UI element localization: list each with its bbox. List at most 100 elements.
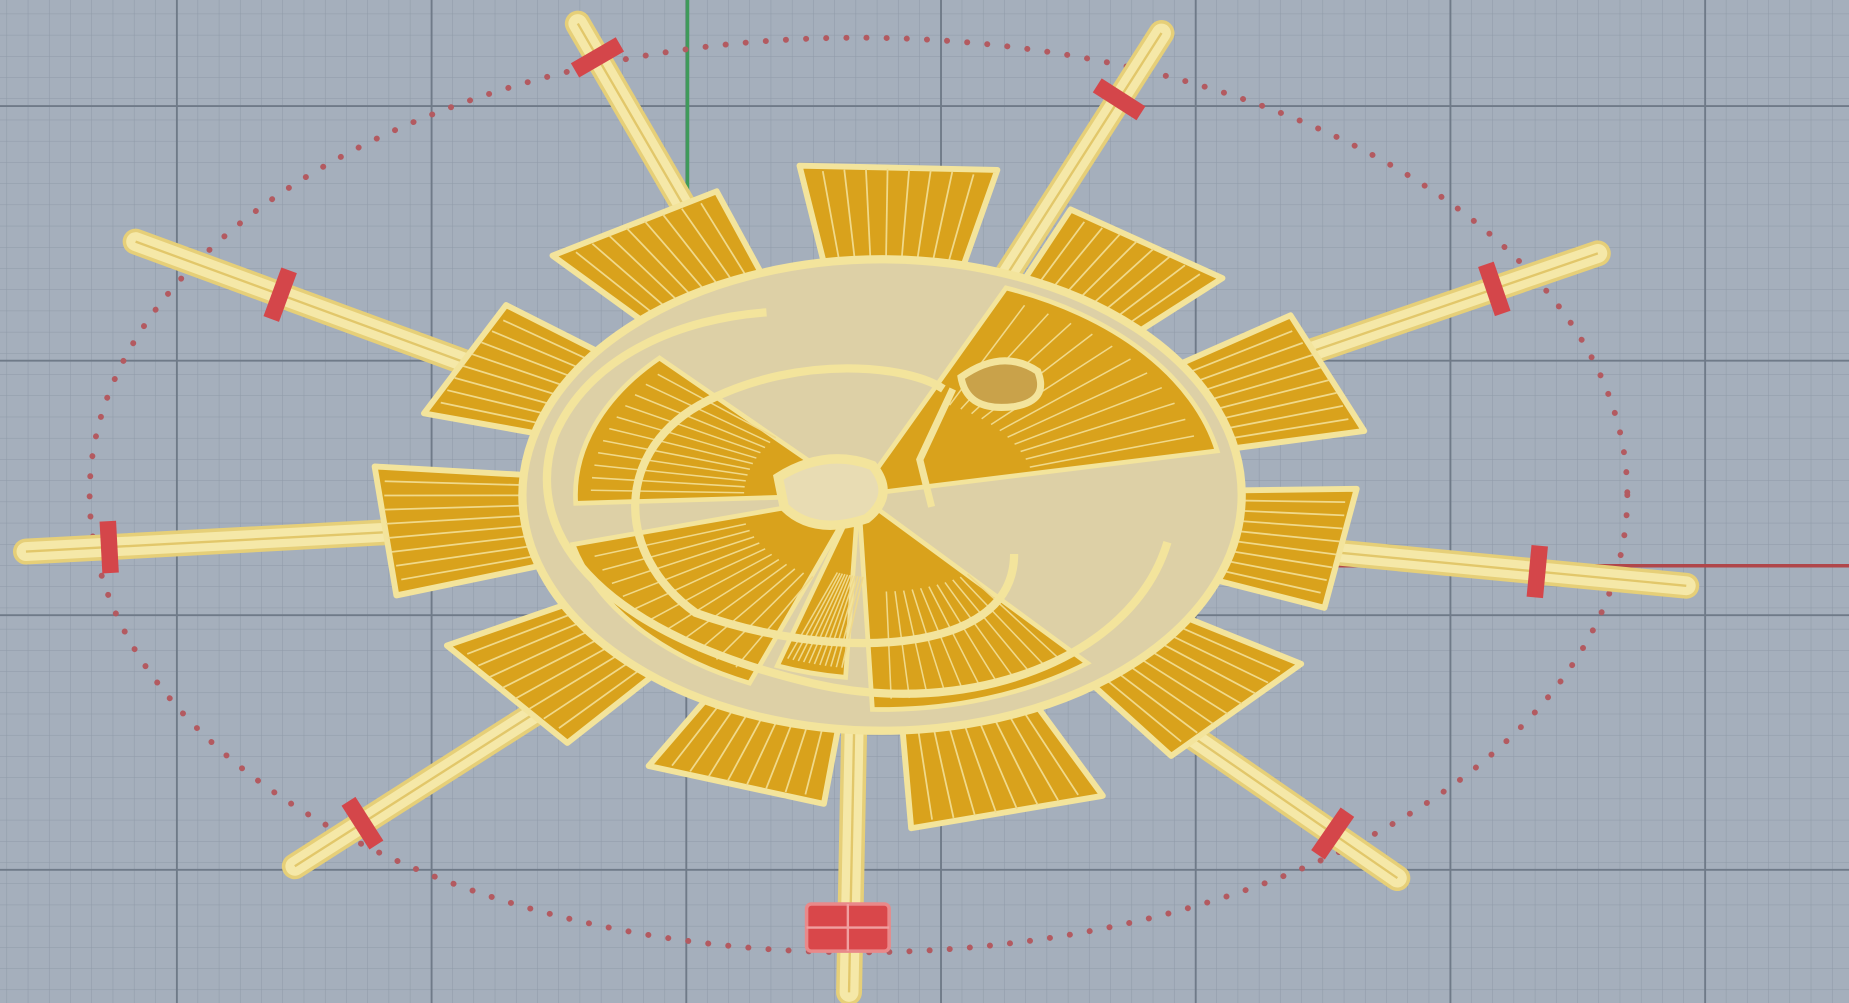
sector-hatch bbox=[1029, 435, 1195, 468]
petal-hatch bbox=[1215, 391, 1337, 421]
sector-hatch bbox=[609, 427, 754, 465]
petal-hatch bbox=[1224, 549, 1333, 569]
sector-hatch bbox=[835, 576, 862, 668]
petal-hatch bbox=[1005, 710, 1059, 801]
petal-hatch bbox=[391, 534, 536, 553]
center-pad bbox=[773, 454, 888, 530]
petal-hatch bbox=[915, 170, 932, 266]
petal-hatch bbox=[991, 714, 1039, 806]
sector-hatch bbox=[990, 345, 1113, 426]
petal-hatch bbox=[501, 635, 604, 689]
petal-hatch bbox=[1204, 366, 1322, 403]
spoke-band bbox=[341, 796, 384, 850]
petal-hatch bbox=[1134, 654, 1228, 715]
spoke-band bbox=[570, 37, 625, 78]
sector-hatch bbox=[902, 590, 929, 697]
petal-hatch bbox=[700, 202, 751, 282]
spiral-arc bbox=[631, 364, 1019, 648]
sector-hatch bbox=[808, 574, 849, 664]
petal-hatch bbox=[440, 401, 547, 426]
petal-hatch bbox=[1062, 233, 1121, 298]
petal-hatch bbox=[745, 715, 780, 786]
petal-hatch bbox=[821, 170, 841, 266]
sector-hatch bbox=[591, 476, 745, 488]
petal-hatch bbox=[1232, 519, 1343, 530]
petal-hatch bbox=[931, 723, 955, 819]
petal-hatch bbox=[626, 227, 696, 300]
spoke-band bbox=[1478, 261, 1511, 317]
sector-hatch bbox=[648, 553, 773, 622]
petal-hatch bbox=[1197, 354, 1313, 394]
dotted-circle bbox=[86, 34, 1631, 956]
petal-hatch bbox=[502, 319, 595, 363]
sector-hatch bbox=[680, 563, 788, 643]
sector-hatch bbox=[602, 439, 751, 470]
sector-hatch bbox=[616, 416, 757, 459]
sector-hatch bbox=[625, 404, 761, 454]
sector-hatch bbox=[841, 576, 864, 668]
petal-hatch bbox=[1100, 675, 1182, 743]
pod bbox=[957, 357, 1045, 411]
petal-hatch bbox=[671, 700, 723, 767]
sector-hatch bbox=[602, 529, 750, 571]
petal-hatch bbox=[1100, 256, 1170, 315]
petal-hatch bbox=[396, 544, 539, 567]
sector-hatch bbox=[824, 575, 856, 666]
petal-hatch bbox=[1190, 342, 1304, 385]
petal-hatch bbox=[1209, 379, 1330, 412]
petal-hatch bbox=[1227, 539, 1337, 556]
petal-hatch bbox=[1219, 405, 1344, 431]
sector-hatch bbox=[813, 574, 851, 665]
petal-hatch bbox=[784, 720, 810, 793]
petal-hatch bbox=[1220, 558, 1327, 582]
sector-hatch bbox=[622, 542, 760, 598]
sector-hatch bbox=[594, 523, 747, 557]
petal-hatch bbox=[1048, 227, 1103, 293]
sector-hatch bbox=[634, 394, 766, 449]
petal-hatch bbox=[491, 330, 586, 372]
petal-hatch bbox=[1123, 273, 1201, 328]
petal-hatch bbox=[1230, 529, 1340, 543]
sector-hatch bbox=[928, 586, 982, 689]
sector-hatch bbox=[598, 452, 748, 476]
petal-hatch bbox=[930, 171, 954, 267]
petal-hatch bbox=[865, 168, 872, 265]
petal-hatch bbox=[765, 718, 795, 790]
petal-hatch bbox=[591, 243, 671, 312]
petal-hatch bbox=[1124, 661, 1214, 725]
petal-hatch bbox=[1155, 639, 1256, 695]
spoke-band bbox=[1311, 807, 1355, 860]
spoke-band bbox=[1526, 544, 1548, 599]
sector-hatch bbox=[966, 573, 1063, 663]
petal-hatch bbox=[644, 220, 709, 295]
spoke-band bbox=[263, 267, 297, 322]
petal-hatch bbox=[608, 235, 683, 306]
petal-hatch bbox=[976, 717, 1018, 810]
sector-hatch bbox=[1014, 386, 1163, 445]
petal-hatch bbox=[447, 389, 552, 417]
sector-hatch bbox=[999, 358, 1131, 432]
spiral-arc bbox=[542, 308, 1172, 698]
sector-hatch bbox=[735, 576, 814, 668]
sector-hatch bbox=[792, 572, 841, 661]
petal-hatch bbox=[386, 514, 532, 525]
petal-hatch bbox=[885, 168, 889, 265]
petal-hatch bbox=[477, 619, 587, 667]
stem bbox=[916, 387, 957, 508]
petal-hatch bbox=[489, 627, 595, 678]
sector-hatch bbox=[787, 572, 839, 659]
petal-hatch bbox=[481, 341, 578, 380]
petal-hatch bbox=[1233, 509, 1345, 517]
sector-hatch bbox=[952, 579, 1032, 675]
petal-hatch bbox=[1215, 568, 1321, 594]
petal-hatch bbox=[575, 251, 659, 318]
sector-hatch bbox=[919, 587, 965, 693]
petal-hatch bbox=[1223, 418, 1349, 441]
sector-hatch bbox=[715, 572, 805, 661]
petal-hatch bbox=[528, 651, 624, 710]
sector-hatch bbox=[1025, 418, 1186, 460]
petal-hatch bbox=[462, 364, 564, 398]
sector-hatch bbox=[590, 489, 745, 494]
